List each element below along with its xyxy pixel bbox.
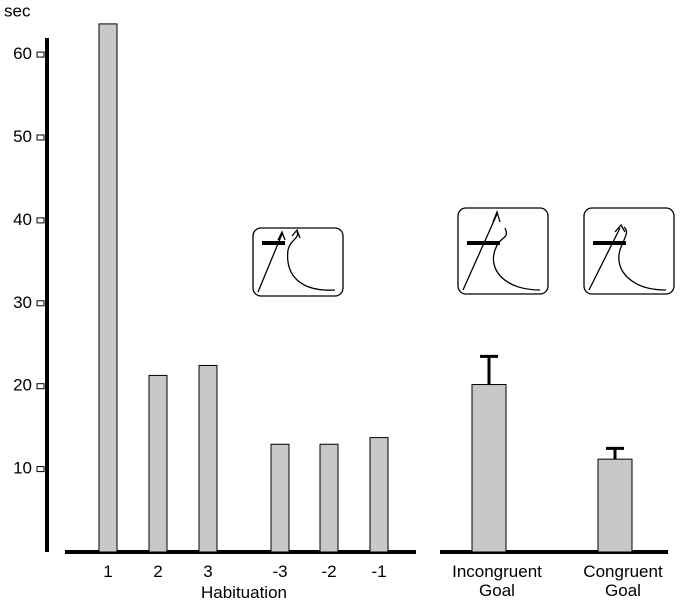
y-tick (37, 135, 44, 140)
bar (598, 459, 632, 552)
y-tick-label: 20 (13, 376, 32, 395)
chart-page: sec 102030405060 123-3-2-1Incongruent Go… (0, 0, 682, 605)
bar (149, 375, 167, 552)
y-tick (37, 384, 44, 389)
bar (99, 24, 117, 552)
bar (370, 438, 388, 552)
y-tick (37, 218, 44, 223)
x-tick-label: Incongruent Goal (449, 562, 545, 600)
y-tick-label: 10 (13, 459, 32, 478)
y-tick-label: 30 (13, 293, 32, 312)
bar (320, 444, 338, 552)
bar (472, 385, 506, 552)
icon-frame (584, 208, 674, 294)
y-tick (37, 52, 44, 57)
bar (271, 444, 289, 552)
group-label: Habituation (179, 583, 309, 602)
icon-frame (458, 208, 548, 294)
bar (199, 365, 217, 552)
y-tick-label: 60 (13, 44, 32, 63)
y-tick-label: 40 (13, 210, 32, 229)
icons (253, 208, 674, 296)
icon-frame (253, 228, 343, 296)
y-axis-label: sec (4, 1, 31, 20)
error-bar (606, 448, 624, 459)
error-bar (480, 356, 498, 384)
x-tick-label: Congruent Goal (575, 562, 671, 600)
y-tick-label: 50 (13, 127, 32, 146)
chart: sec 10 20 30 40 50 60 (0, 0, 682, 605)
y-tick (37, 301, 44, 306)
x-tick-label: -1 (331, 562, 427, 581)
y-tick (37, 467, 44, 472)
